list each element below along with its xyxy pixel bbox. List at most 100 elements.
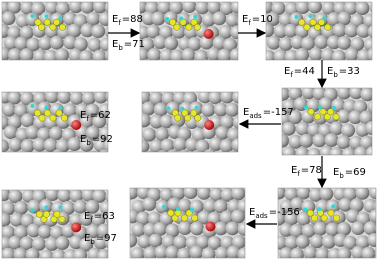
atom	[142, 113, 151, 128]
atom	[201, 12, 216, 27]
atom	[52, 149, 64, 152]
subscript: f	[86, 115, 89, 123]
atom	[44, 2, 59, 15]
atom	[284, 235, 299, 250]
h-atom	[318, 105, 322, 110]
panel-border	[1, 189, 109, 259]
subscript: ads	[255, 212, 268, 220]
atom	[105, 92, 108, 102]
atom	[209, 137, 224, 152]
atom	[237, 221, 245, 236]
energy-label: Eads=-156	[249, 207, 300, 220]
h-atom	[176, 206, 180, 211]
atom	[207, 2, 222, 15]
molecule-atom	[311, 214, 318, 222]
h-atom	[332, 106, 336, 111]
panel	[265, 1, 373, 61]
atom	[307, 147, 322, 155]
h-atom	[30, 104, 35, 109]
atom	[145, 150, 154, 152]
atom	[363, 37, 372, 52]
molecule-atom	[43, 109, 51, 117]
atom	[2, 247, 16, 258]
atom	[20, 92, 35, 106]
atom	[67, 151, 75, 152]
symbol: E	[80, 134, 86, 145]
atom	[79, 211, 94, 226]
atom	[86, 11, 101, 26]
atom	[225, 102, 238, 117]
atom	[226, 127, 238, 142]
atom	[111, 247, 125, 261]
molecule-atom	[53, 210, 61, 218]
molecule-atom	[194, 114, 202, 122]
atom	[85, 125, 100, 140]
atom	[49, 126, 64, 141]
atom	[170, 49, 185, 60]
h-atom	[303, 207, 308, 212]
atom	[243, 48, 257, 62]
atom	[349, 198, 364, 213]
atom	[295, 2, 310, 15]
molecule-atom	[185, 209, 193, 217]
atom	[337, 88, 352, 100]
atom	[226, 245, 241, 258]
panel	[277, 187, 377, 259]
h-atom	[44, 205, 49, 210]
atom	[137, 234, 152, 249]
atom	[273, 24, 288, 39]
atom	[69, 190, 84, 203]
atom	[283, 23, 298, 38]
atom	[192, 149, 203, 152]
surface	[282, 88, 372, 155]
atom	[159, 114, 174, 129]
atom	[2, 212, 11, 227]
molecule-atom	[332, 113, 340, 121]
atom	[279, 199, 294, 214]
h-atom	[179, 16, 184, 21]
atom	[266, 2, 274, 14]
atom	[31, 236, 46, 251]
atom	[51, 62, 65, 76]
atom	[213, 199, 228, 214]
atom	[209, 188, 224, 202]
atom	[99, 200, 108, 215]
atom	[355, 2, 370, 16]
atom	[7, 92, 22, 105]
atom	[195, 234, 210, 249]
atom	[369, 2, 372, 13]
h-atom	[304, 105, 308, 110]
atom	[282, 146, 296, 155]
atom	[343, 235, 358, 250]
atom	[321, 234, 336, 249]
atom	[369, 188, 376, 200]
atom	[81, 92, 96, 106]
energy-label: Ef=62	[80, 110, 111, 123]
atom	[151, 11, 166, 26]
atom	[136, 188, 151, 200]
atom	[104, 49, 108, 60]
h-atom	[331, 204, 336, 209]
atom	[213, 62, 227, 76]
atom	[140, 47, 149, 60]
atom	[19, 48, 34, 60]
atom	[365, 145, 372, 155]
atom	[282, 99, 297, 114]
atom	[231, 137, 238, 152]
atom	[173, 92, 188, 105]
atom	[37, 224, 52, 239]
atom	[173, 137, 188, 152]
atom	[219, 138, 234, 152]
value: =63	[94, 211, 115, 222]
h-atom	[30, 208, 35, 213]
molecule-atom	[314, 113, 321, 121]
panel-border	[281, 87, 373, 156]
atom	[2, 190, 11, 202]
panel	[1, 91, 109, 153]
atom	[157, 2, 172, 15]
subscript: b	[339, 172, 344, 180]
atom	[9, 212, 24, 227]
energy-label: Ef=10	[242, 14, 273, 27]
atom	[80, 2, 95, 14]
